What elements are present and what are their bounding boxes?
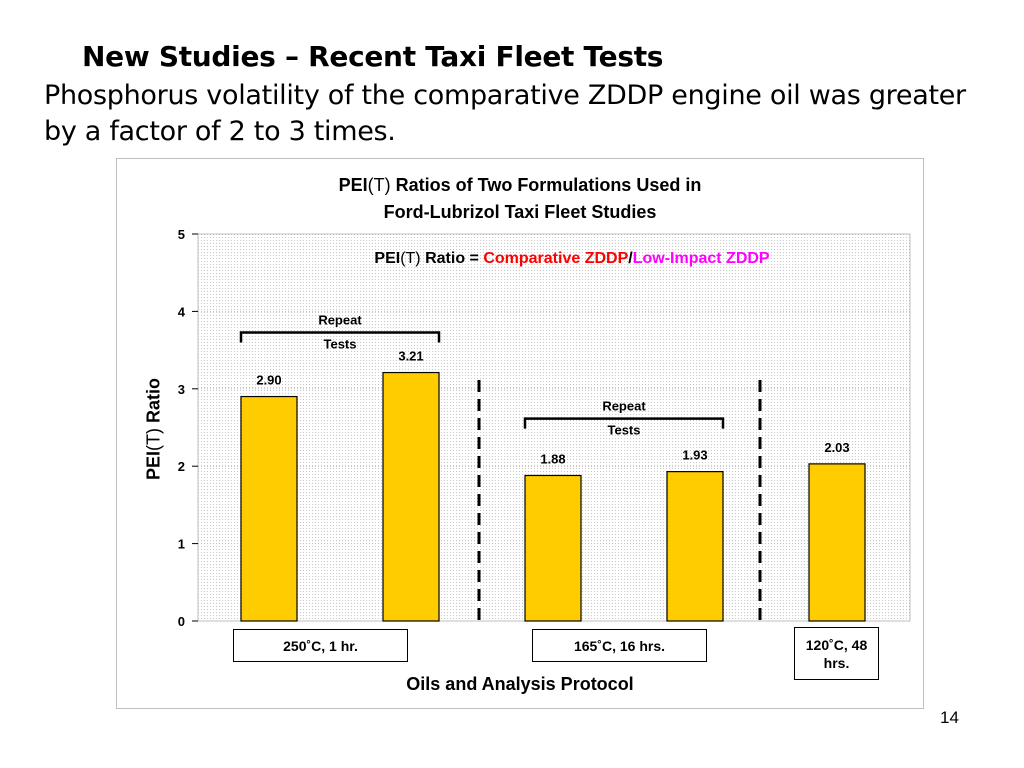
bar (808, 463, 866, 622)
y-axis-label-t: (T) (143, 428, 164, 451)
bar-value-label: 3.21 (398, 349, 423, 364)
y-axis-label-ratio: Ratio (143, 377, 164, 429)
formula-t: (T) (400, 250, 421, 267)
chart-title: PEI(T) Ratios of Two Formulations Used i… (116, 172, 924, 226)
repeat-tests-bracket (239, 331, 441, 343)
y-tick-label: 0 (178, 614, 185, 629)
group-label-250c: 250˚C, 1 hr. (233, 629, 408, 662)
bar (382, 371, 440, 622)
repeat-tests-bracket (523, 417, 725, 429)
formula-denominator: Low-Impact ZDDP (632, 250, 770, 267)
slide-title: New Studies – Recent Taxi Fleet Tests (82, 40, 664, 73)
chart-frame (116, 158, 924, 709)
bar (666, 471, 724, 622)
y-tick-label: 5 (178, 227, 185, 242)
bar-value-label: 2.03 (824, 440, 849, 455)
ratio-formula: PEI(T) Ratio = Comparative ZDDP/Low-Impa… (196, 250, 948, 268)
group-label-165c: 165˚C, 16 hrs. (532, 629, 707, 662)
x-axis-label: Oils and Analysis Protocol (406, 674, 634, 694)
chart-title-t: (T) (367, 175, 391, 195)
formula-numerator: Comparative ZDDP (483, 250, 629, 267)
chart-title-pei: PEI (338, 175, 368, 195)
bar (240, 395, 298, 622)
slide-subtitle: Phosphorus volatility of the comparative… (44, 80, 966, 147)
bar-value-label: 1.93 (682, 448, 707, 463)
repeat-tests-label: Repeat (602, 399, 646, 414)
formula-slash: / (628, 250, 633, 267)
page-number: 14 (940, 708, 959, 727)
y-tick-label: 2 (178, 459, 185, 474)
repeat-tests-label: Repeat (318, 313, 362, 328)
y-tick-label: 3 (178, 382, 185, 397)
bar-value-label: 1.88 (540, 451, 565, 466)
y-tick-label: 1 (178, 537, 185, 552)
repeat-tests-label: Tests (324, 337, 357, 352)
y-axis-label-pei: PEI (143, 450, 164, 481)
chart-title-line2: Ford-Lubrizol Taxi Fleet Studies (383, 202, 657, 222)
bar-value-label: 2.90 (256, 373, 281, 388)
formula-ratio: Ratio = (420, 250, 484, 267)
chart-title-line1: Ratios of Two Formulations Used in (390, 175, 702, 195)
group-label-120c: 120˚C, 48 hrs. (794, 627, 879, 680)
repeat-tests-label: Tests (608, 423, 641, 438)
formula-pei: PEI (374, 250, 401, 267)
bar (524, 474, 582, 622)
y-tick-label: 4 (178, 304, 186, 319)
y-axis-label: PEI(T) Ratio (144, 378, 165, 480)
